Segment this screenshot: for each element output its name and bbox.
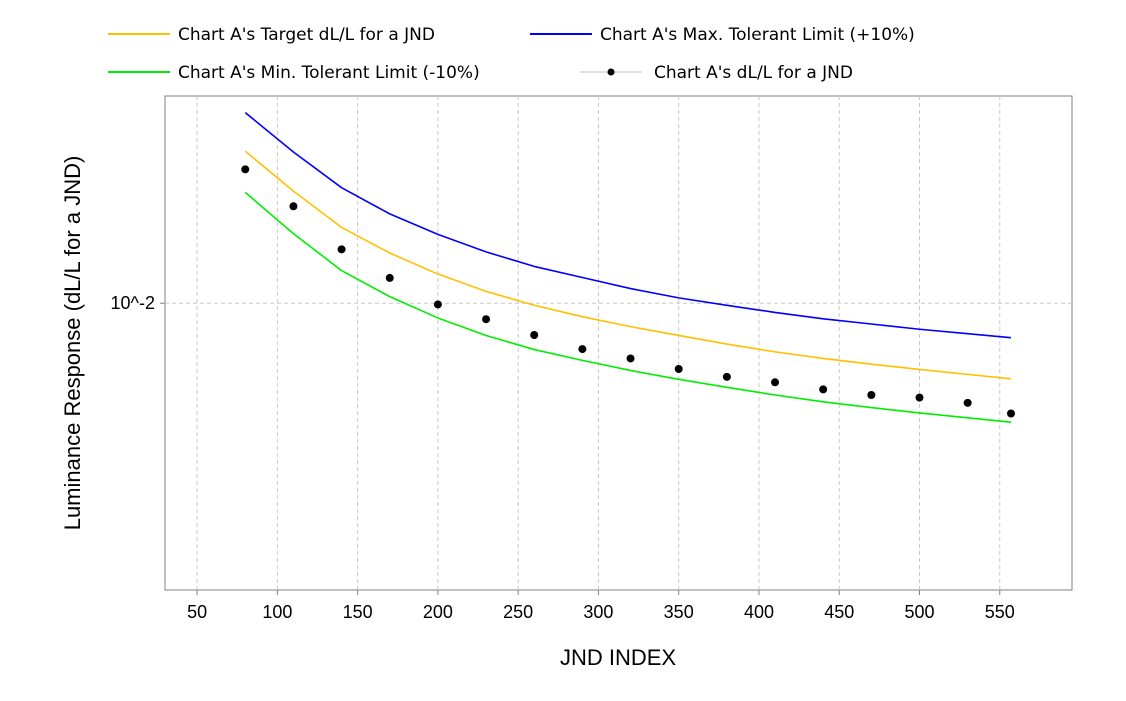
x-tick-label-350: 350 xyxy=(664,602,694,622)
data-point-measured-140 xyxy=(337,245,346,254)
legend-label-measured: Chart A's dL/L for a JND xyxy=(654,63,853,83)
grid-lines xyxy=(165,96,1072,590)
y-axis-ticks: 10^-2 xyxy=(111,293,165,313)
x-tick-label-50: 50 xyxy=(187,602,207,622)
x-tick-label-250: 250 xyxy=(503,602,533,622)
y-axis-title: Luminance Response (dL/L for a JND) xyxy=(60,156,85,531)
data-point-measured-290 xyxy=(578,345,587,354)
plot-area xyxy=(164,95,1073,591)
data-point-measured-380 xyxy=(722,372,731,381)
data-point-measured-170 xyxy=(385,273,394,282)
legend-label-min: Chart A's Min. Tolerant Limit (-10%) xyxy=(178,63,480,83)
x-tick-label-200: 200 xyxy=(423,602,453,622)
x-axis-title: JND INDEX xyxy=(560,645,676,670)
data-point-measured-530 xyxy=(963,398,972,407)
data-point-measured-260 xyxy=(530,331,539,340)
data-point-measured-80 xyxy=(241,165,250,174)
x-tick-label-300: 300 xyxy=(583,602,613,622)
data-point-measured-410 xyxy=(771,378,780,387)
x-tick-label-150: 150 xyxy=(343,602,373,622)
series-points xyxy=(241,165,1015,418)
legend-swatch-measured-marker xyxy=(607,68,615,76)
legend-label-max: Chart A's Max. Tolerant Limit (+10%) xyxy=(600,25,915,45)
x-tick-label-550: 550 xyxy=(985,602,1015,622)
data-point-measured-500 xyxy=(915,393,924,402)
data-point-measured-230 xyxy=(482,315,491,324)
series-lines xyxy=(244,112,1012,424)
series-line-min xyxy=(244,191,1012,424)
data-point-measured-110 xyxy=(289,202,298,211)
data-point-measured-470 xyxy=(867,391,876,400)
series-line-target xyxy=(244,150,1012,380)
x-tick-label-450: 450 xyxy=(824,602,854,622)
x-axis-ticks: 50 100 150 200 250 300 350 400 450 500 550 xyxy=(187,590,1015,622)
data-point-measured-200 xyxy=(433,300,442,309)
data-point-measured-440 xyxy=(819,385,828,394)
data-point-measured-320 xyxy=(626,354,635,363)
x-tick-label-400: 400 xyxy=(744,602,774,622)
data-point-measured-557 xyxy=(1006,409,1015,418)
legend-label-target: Chart A's Target dL/L for a JND xyxy=(178,25,435,45)
data-point-measured-350 xyxy=(674,364,683,373)
legend: Chart A's Target dL/L for a JND Chart A'… xyxy=(108,25,915,83)
series-line-max xyxy=(244,112,1012,339)
x-tick-label-500: 500 xyxy=(904,602,934,622)
x-tick-label-100: 100 xyxy=(262,602,292,622)
y-tick-label-0: 10^-2 xyxy=(111,293,155,313)
